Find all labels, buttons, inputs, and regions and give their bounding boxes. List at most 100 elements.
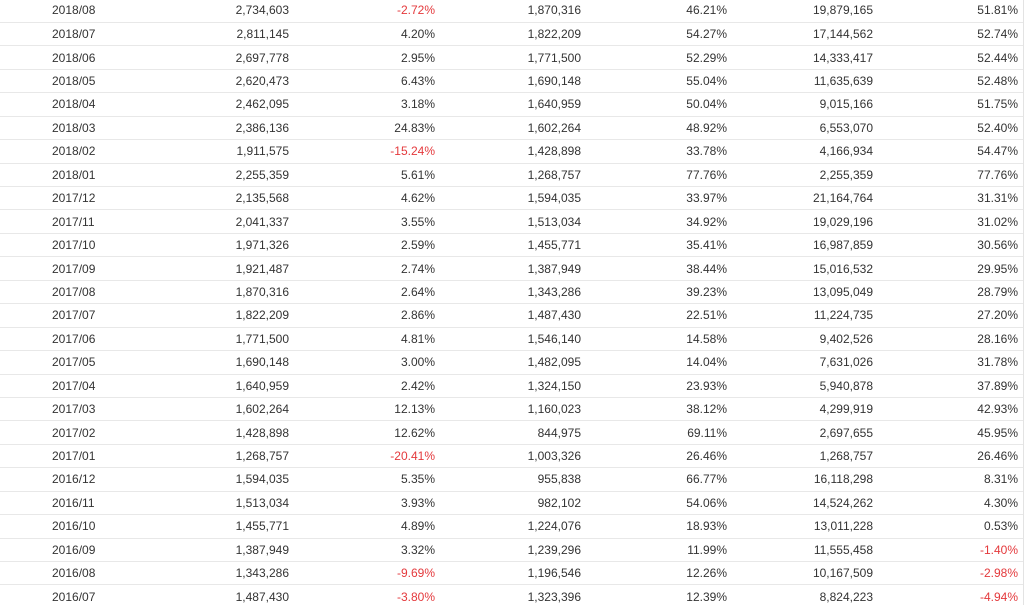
volume-cell: 1,822,209 [148,303,294,328]
yoy-growth-cell: 33.97% [586,186,732,211]
volume-cell: 1,911,575 [148,139,294,164]
cumulative-growth-cell: 51.81% [878,0,1024,23]
volume-cell: 2,620,473 [148,69,294,94]
yoy-growth-cell: 23.93% [586,374,732,398]
yoy-growth-cell: 11.99% [586,538,732,563]
cumulative-volume-cell: 19,879,165 [732,0,878,23]
table-row: 2017/03 1,602,264 12.13% 1,160,023 38.12% 4,2… [0,397,1024,422]
yoy-growth-cell: 46.21% [586,0,732,23]
cumulative-growth-cell: 54.47% [878,139,1024,164]
volume-cell: 1,428,898 [148,420,294,445]
yoy-growth-cell: 66.77% [586,467,732,492]
cumulative-growth-cell: -1.40% [878,538,1024,563]
mom-growth-cell: 2.42% [294,374,440,398]
yoy-growth-cell: 77.76% [586,163,732,188]
prev-year-volume-cell: 1,224,076 [440,514,586,539]
cumulative-volume-cell: 16,987,859 [732,233,878,258]
prev-year-volume-cell: 1,428,898 [440,139,586,164]
yoy-growth-cell: 35.41% [586,233,732,258]
cumulative-volume-cell: 2,255,359 [732,163,878,188]
cumulative-volume-cell: 4,299,919 [732,397,878,422]
prev-year-volume-cell: 1,387,949 [440,256,586,281]
table-row: 2017/09 1,921,487 2.74% 1,387,949 38.44% 15,0… [0,256,1024,281]
month-cell: 2016/07 [0,584,148,605]
cumulative-volume-cell: 11,555,458 [732,538,878,563]
month-cell: 2017/01 [0,444,148,469]
yoy-growth-cell: 48.92% [586,116,732,141]
table-row: 2017/01 1,268,757 -20.41% 1,003,326 26.46% 1,… [0,444,1024,469]
cumulative-volume-cell: 1,268,757 [732,444,878,469]
mom-growth-cell: 6.43% [294,69,440,94]
cumulative-growth-cell: 52.48% [878,69,1024,94]
cumulative-volume-cell: 13,095,049 [732,280,878,305]
month-cell: 2017/04 [0,374,148,398]
cumulative-growth-cell: 30.56% [878,233,1024,258]
prev-year-volume-cell: 1,239,296 [440,538,586,563]
volume-cell: 1,921,487 [148,256,294,281]
yoy-growth-cell: 34.92% [586,209,732,234]
mom-growth-cell: 5.35% [294,467,440,492]
month-cell: 2017/09 [0,256,148,281]
cumulative-growth-cell: -4.94% [878,584,1024,605]
volume-cell: 1,343,286 [148,561,294,586]
prev-year-volume-cell: 1,003,326 [440,444,586,469]
mom-growth-cell: 3.93% [294,491,440,516]
table-row: 2017/04 1,640,959 2.42% 1,324,150 23.93% 5,94… [0,374,1024,398]
volume-cell: 1,513,034 [148,491,294,516]
month-cell: 2018/08 [0,0,148,23]
yoy-growth-cell: 55.04% [586,69,732,94]
cumulative-growth-cell: 31.78% [878,350,1024,375]
mom-growth-cell: 2.59% [294,233,440,258]
prev-year-volume-cell: 1,487,430 [440,303,586,328]
yoy-growth-cell: 33.78% [586,139,732,164]
cumulative-volume-cell: 10,167,509 [732,561,878,586]
cumulative-volume-cell: 21,164,764 [732,186,878,211]
volume-cell: 1,268,757 [148,444,294,469]
volume-cell: 1,387,949 [148,538,294,563]
yoy-growth-cell: 12.26% [586,561,732,586]
volume-cell: 2,255,359 [148,163,294,188]
month-cell: 2017/03 [0,397,148,422]
prev-year-volume-cell: 1,196,546 [440,561,586,586]
table-row: 2016/12 1,594,035 5.35% 955,838 66.77% 16,118… [0,467,1024,492]
prev-year-volume-cell: 1,323,396 [440,584,586,605]
yoy-growth-cell: 50.04% [586,92,732,117]
prev-year-volume-cell: 844,975 [440,420,586,445]
cumulative-growth-cell: 4.30% [878,491,1024,516]
volume-cell: 1,640,959 [148,374,294,398]
cumulative-volume-cell: 11,224,735 [732,303,878,328]
month-cell: 2018/02 [0,139,148,164]
table-row: 2016/08 1,343,286 -9.69% 1,196,546 12.26% 10,… [0,561,1024,586]
yoy-growth-cell: 54.27% [586,22,732,47]
mom-growth-cell: -2.72% [294,0,440,23]
table-row: 2018/03 2,386,136 24.83% 1,602,264 48.92% 6,5… [0,116,1024,141]
cumulative-volume-cell: 11,635,639 [732,69,878,94]
mom-growth-cell: 2.95% [294,45,440,70]
prev-year-volume-cell: 1,602,264 [440,116,586,141]
mom-growth-cell: -20.41% [294,444,440,469]
cumulative-volume-cell: 6,553,070 [732,116,878,141]
cumulative-volume-cell: 2,697,655 [732,420,878,445]
cumulative-volume-cell: 5,940,878 [732,374,878,398]
mom-growth-cell: 2.74% [294,256,440,281]
month-cell: 2018/06 [0,45,148,70]
table-row: 2018/07 2,811,145 4.20% 1,822,209 54.27% 17,1… [0,22,1024,47]
mom-growth-cell: -3.80% [294,584,440,605]
table-row: 2017/12 2,135,568 4.62% 1,594,035 33.97% 21,1… [0,186,1024,211]
table-row: 2017/10 1,971,326 2.59% 1,455,771 35.41% 16,9… [0,233,1024,258]
mom-growth-cell: 3.18% [294,92,440,117]
table-row: 2017/06 1,771,500 4.81% 1,546,140 14.58% 9,40… [0,327,1024,352]
yoy-growth-cell: 14.04% [586,350,732,375]
cumulative-growth-cell: 28.79% [878,280,1024,305]
yoy-growth-cell: 22.51% [586,303,732,328]
mom-growth-cell: 3.00% [294,350,440,375]
yoy-growth-cell: 38.12% [586,397,732,422]
cumulative-volume-cell: 4,166,934 [732,139,878,164]
table-row: 2017/11 2,041,337 3.55% 1,513,034 34.92% 19,0… [0,209,1024,234]
volume-cell: 1,594,035 [148,467,294,492]
mom-growth-cell: 12.62% [294,420,440,445]
cumulative-growth-cell: 52.40% [878,116,1024,141]
